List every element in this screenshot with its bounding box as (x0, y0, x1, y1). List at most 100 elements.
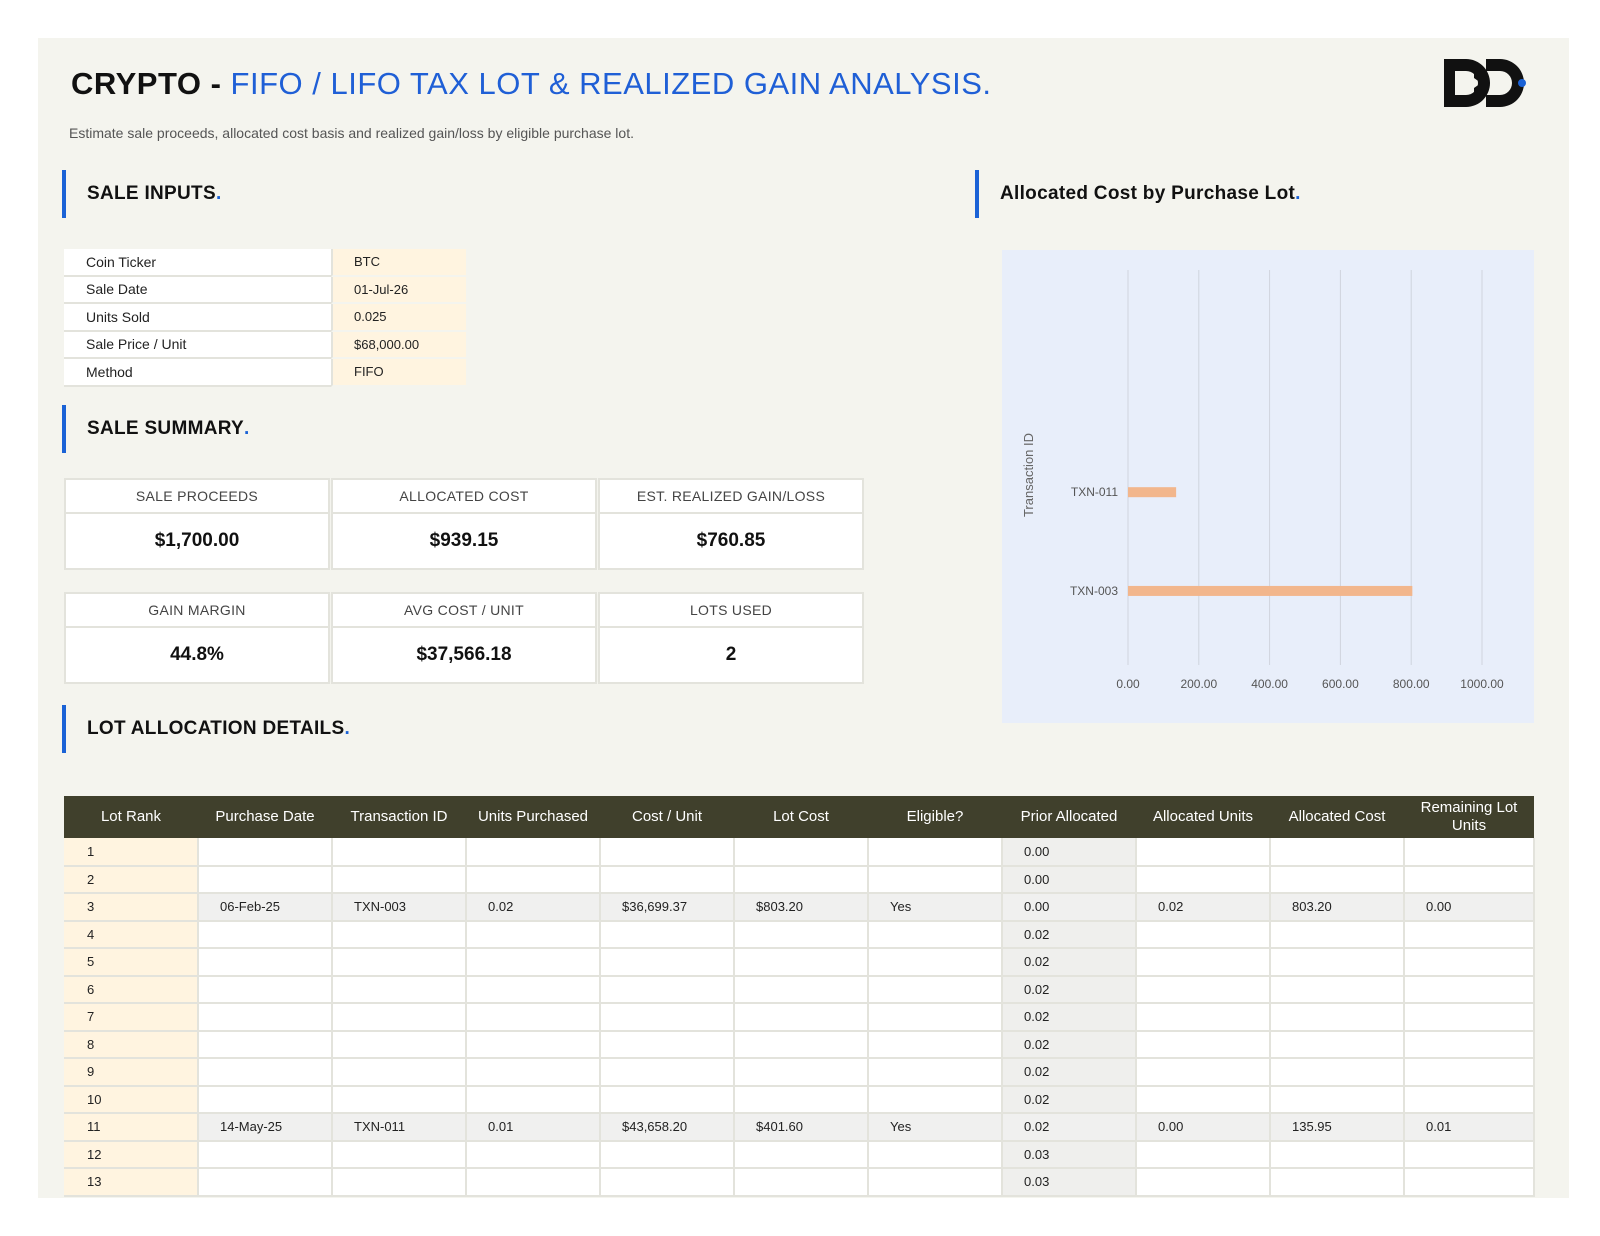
table-cell: 10 (64, 1085, 199, 1114)
table-cell (198, 1140, 333, 1169)
input-label: Coin Ticker (64, 249, 331, 277)
kpi-allocated-cost: ALLOCATED COST $939.15 (331, 478, 597, 570)
table-cell (198, 1003, 333, 1032)
column-header: Remaining Lot Units (1404, 796, 1534, 838)
table-cell: 0.02 (1136, 893, 1271, 922)
table-cell: $401.60 (734, 1113, 869, 1142)
sale-date-input[interactable]: 01-Jul-26 (331, 276, 466, 304)
table-cell: 11 (64, 1113, 199, 1142)
table-cell (1136, 865, 1271, 894)
table-cell (600, 1003, 735, 1032)
section-dot: . (344, 718, 351, 739)
section-chart: Allocated Cost by Purchase Lot. (975, 170, 1301, 218)
table-row: 11 14-May-25 TXN-011 0.01 $43,658.20 $401.60 Y… (64, 1113, 1535, 1142)
column-header: Allocated Units (1136, 796, 1270, 838)
table-cell (466, 1003, 601, 1032)
kpi-label: AVG COST / UNIT (333, 594, 595, 628)
table-cell (466, 1140, 601, 1169)
table-row: 8 0.02 (64, 1030, 1535, 1059)
chart-x-tick-label: 1000.00 (1460, 677, 1504, 691)
table-cell: 0.02 (1002, 920, 1137, 949)
table-cell (466, 920, 601, 949)
table-cell (466, 948, 601, 977)
table-row: 3 06-Feb-25 TXN-003 0.02 $36,699.37 $803.20 Ye… (64, 893, 1535, 922)
table-cell (1404, 865, 1535, 894)
table-cell (1136, 1168, 1271, 1197)
table-cell: 14-May-25 (198, 1113, 333, 1142)
table-cell (1404, 1058, 1535, 1087)
table-cell: 0.02 (1002, 1085, 1137, 1114)
table-cell: 803.20 (1270, 893, 1405, 922)
table-cell: $803.20 (734, 893, 869, 922)
table-cell (600, 920, 735, 949)
chart-svg: 0.00 200.00 400.00 600.00 800.00 1000.00 TXN-… (1021, 270, 1504, 691)
table-header-row: Lot Rank Purchase Date Transaction ID Units… (64, 796, 1534, 838)
table-cell (1270, 865, 1405, 894)
table-cell (1404, 975, 1535, 1004)
table-cell (466, 1168, 601, 1197)
table-cell (466, 975, 601, 1004)
table-cell: 7 (64, 1003, 199, 1032)
table-cell (332, 1058, 467, 1087)
table-cell: 0.02 (1002, 975, 1137, 1004)
section-lot-allocation: LOT ALLOCATION DETAILS. (62, 705, 350, 753)
column-header: Prior Allocated (1002, 796, 1136, 838)
kpi-value: $760.85 (696, 530, 766, 551)
lot-allocation-table: Lot Rank Purchase Date Transaction ID Units… (64, 796, 1535, 1197)
table-cell (734, 1140, 869, 1169)
sale-price-input[interactable]: $68,000.00 (331, 331, 466, 359)
table-cell (198, 948, 333, 977)
input-label: Method (64, 359, 331, 387)
table-cell (198, 838, 333, 867)
table-cell: 0.03 (1002, 1168, 1137, 1197)
table-cell (1136, 838, 1271, 867)
kpi-value: 44.8% (170, 644, 224, 665)
table-cell (466, 1058, 601, 1087)
kpi-gain-margin: GAIN MARGIN 44.8% (64, 592, 330, 684)
table-cell (332, 1003, 467, 1032)
table-cell (868, 1030, 1003, 1059)
kpi-value: $37,566.18 (416, 644, 512, 665)
table-cell (734, 1168, 869, 1197)
table-cell (1136, 1140, 1271, 1169)
table-cell: 0.00 (1136, 1113, 1271, 1142)
column-header: Lot Rank (64, 796, 198, 838)
table-cell (734, 865, 869, 894)
table-cell (600, 865, 735, 894)
table-cell (332, 1168, 467, 1197)
table-cell (332, 948, 467, 977)
table-cell (332, 1030, 467, 1059)
coin-ticker-input[interactable]: BTC (331, 249, 466, 277)
table-cell (734, 1085, 869, 1114)
chart-x-tick-label: 600.00 (1322, 677, 1359, 691)
table-cell: 0.02 (1002, 948, 1137, 977)
kpi-value: 2 (725, 644, 737, 665)
table-cell (868, 920, 1003, 949)
table-cell (466, 865, 601, 894)
input-label: Sale Price / Unit (64, 331, 331, 359)
table-cell (332, 838, 467, 867)
table-cell: 12 (64, 1140, 199, 1169)
table-row: 1 0.00 (64, 838, 1535, 867)
table-cell (868, 1058, 1003, 1087)
table-cell (868, 838, 1003, 867)
table-cell (198, 975, 333, 1004)
table-cell (466, 1030, 601, 1059)
section-sale-summary-label: SALE SUMMARY (87, 418, 245, 439)
table-cell (868, 1003, 1003, 1032)
table-cell (1270, 1140, 1405, 1169)
units-sold-input[interactable]: 0.025 (331, 304, 466, 332)
table-cell (1270, 948, 1405, 977)
column-header: Lot Cost (734, 796, 868, 838)
table-cell (332, 975, 467, 1004)
table-cell: 0.02 (1002, 1030, 1137, 1059)
table-cell (600, 948, 735, 977)
table-cell: TXN-003 (332, 893, 467, 922)
table-cell: 0.02 (1002, 1113, 1137, 1142)
table-cell: 2 (64, 865, 199, 894)
table-cell: 0.00 (1002, 838, 1137, 867)
method-input[interactable]: FIFO (331, 359, 466, 387)
kpi-label: ALLOCATED COST (333, 480, 595, 514)
table-cell (1404, 920, 1535, 949)
table-cell: 0.02 (1002, 1058, 1137, 1087)
